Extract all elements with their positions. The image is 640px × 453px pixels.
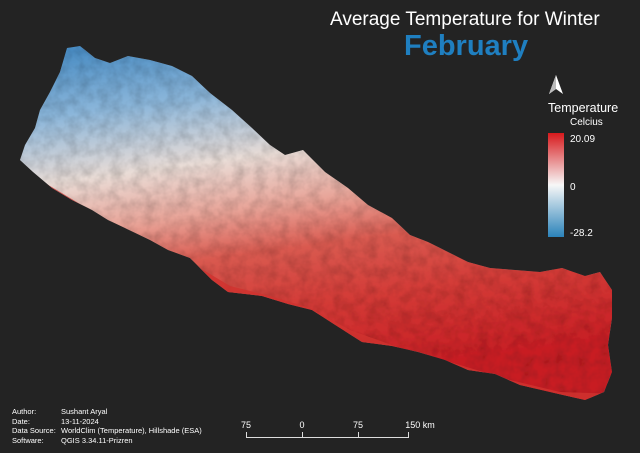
credit-row-data-source: Data Source: WorldClim (Temperature), Hi…: [12, 426, 202, 436]
scale-tick: [246, 432, 247, 438]
scale-bar: 75 0 75 150 km: [240, 420, 440, 450]
scale-label-left: 75: [240, 420, 252, 430]
credit-key: Date:: [12, 416, 30, 426]
scale-label-mid: 75: [352, 420, 364, 430]
map-title: Average Temperature for Winter: [330, 9, 600, 30]
credit-value: WorldClim (Temperature), Hillshade (ESA): [61, 426, 202, 436]
credit-value: Sushant Aryal: [61, 407, 108, 416]
scale-tick: [302, 432, 303, 438]
map-subtitle-month: February: [404, 30, 529, 62]
credit-key: Software:: [12, 435, 44, 445]
legend-max-value: 20.09: [570, 134, 596, 145]
credits-block: Author: Sushant Aryal Date: 13-11-2024 D…: [12, 407, 202, 445]
scale-tick: [358, 432, 359, 438]
credit-key: Author:: [12, 407, 37, 416]
scale-tick: [408, 432, 409, 438]
legend-unit: Celcius: [570, 117, 603, 128]
scale-line: [246, 437, 408, 438]
legend-title: Temperature: [548, 101, 619, 115]
credit-row-date: Date: 13-11-2024: [12, 417, 202, 427]
credit-key: Data Source:: [12, 426, 56, 436]
nepal-temperature-map: [20, 46, 612, 400]
credit-value: QGIS 3.34.11-Prizren: [61, 435, 133, 445]
scale-label-end: 150 km: [405, 420, 435, 430]
north-arrow-icon: [549, 75, 563, 94]
credit-row-software: Software: QGIS 3.34.11-Prizren: [12, 436, 202, 446]
legend-mid-value: 0: [570, 182, 576, 193]
legend-min-value: -28.2: [570, 228, 593, 239]
legend-color-ramp: [548, 133, 564, 237]
credit-value: 13-11-2024: [61, 416, 99, 426]
credit-row-author: Author: Sushant Aryal: [12, 407, 202, 417]
scale-label-zero: 0: [299, 420, 305, 430]
